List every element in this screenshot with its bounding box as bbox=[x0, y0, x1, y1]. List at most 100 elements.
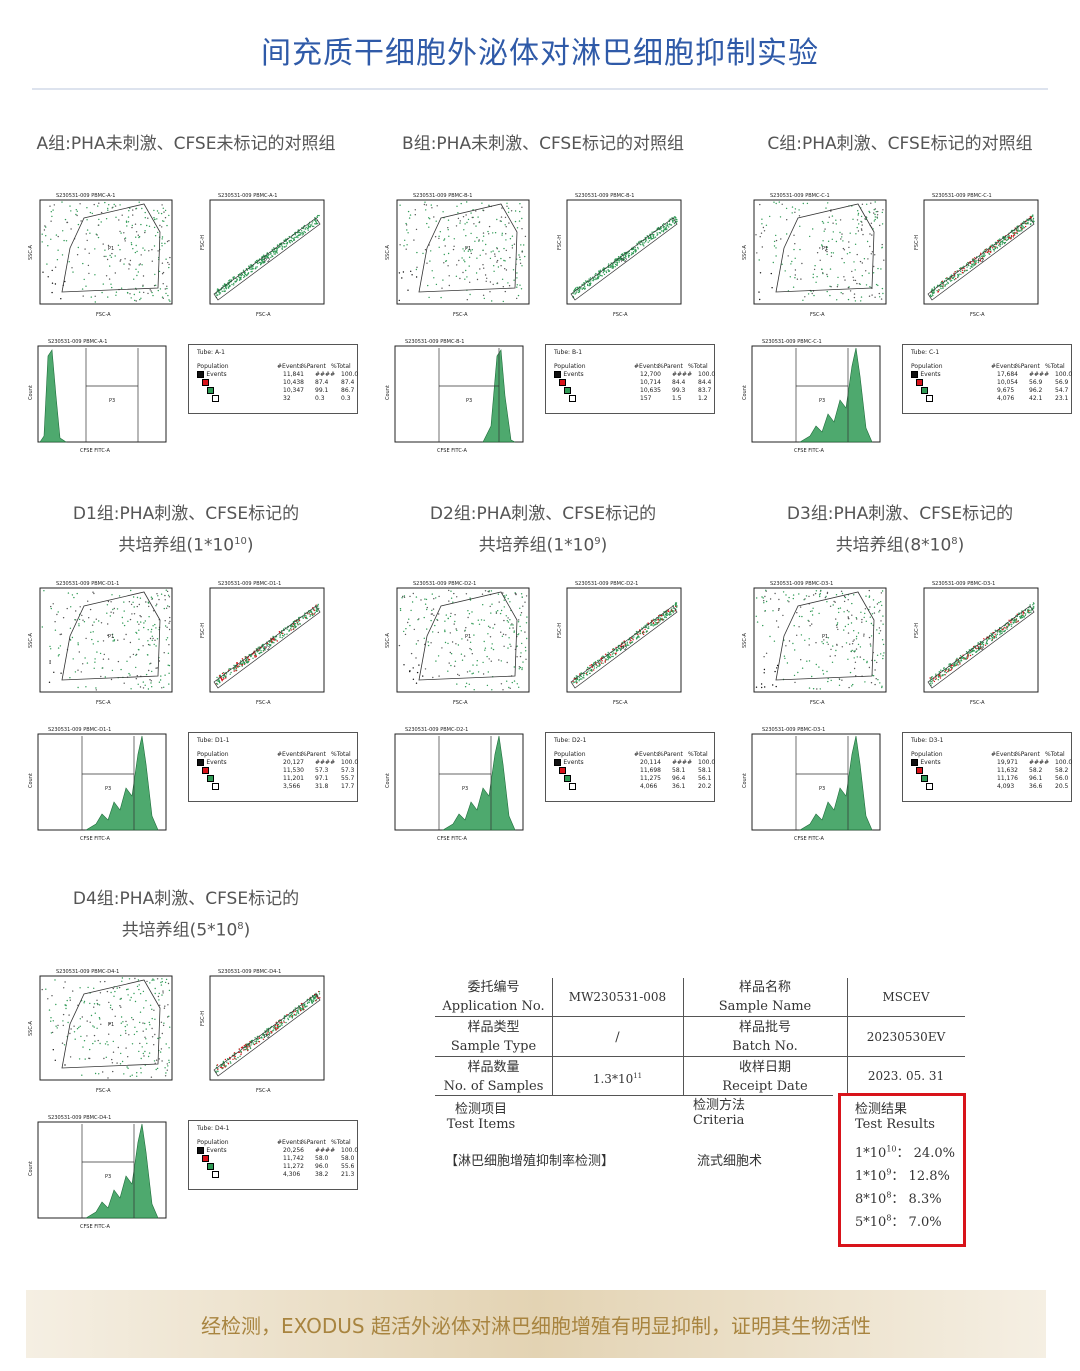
dotplot-title: S230531-009 PBMC-D3-1 bbox=[770, 581, 833, 587]
dotplot-ylabel: SSC-A bbox=[28, 244, 34, 260]
stats-header: %Parent bbox=[658, 751, 683, 758]
dotplot-xlabel: FSC-A bbox=[96, 700, 111, 706]
gate-p3-label: P3 bbox=[105, 1174, 111, 1180]
singlet-xlabel: FSC-A bbox=[970, 700, 985, 706]
dotplot-ssc-fsc: S230531-009 PBMC-C-1 SSC-A FSC-A P1 bbox=[740, 190, 890, 318]
histogram-ylabel: Count bbox=[28, 773, 34, 788]
histogram-ylabel: Count bbox=[742, 385, 748, 400]
stats-header: %Total bbox=[688, 751, 708, 758]
dotplot-xlabel: FSC-A bbox=[96, 312, 111, 318]
stats-header: Population bbox=[197, 363, 229, 370]
histogram-title: S230531-009 PBMC-B-1 bbox=[405, 339, 465, 345]
dotplot-title: S230531-009 PBMC-D1-1 bbox=[56, 581, 119, 587]
histogram-xlabel: CFSE FITC-A bbox=[437, 448, 467, 454]
gate-p3-label: P3 bbox=[109, 398, 115, 404]
stats-row: All Events 20,127 #### 100.0 bbox=[197, 759, 359, 766]
singlet-ylabel: FSC-H bbox=[557, 235, 563, 250]
stats-header: Population bbox=[911, 751, 943, 758]
stats-row: P3320.30.3 bbox=[197, 395, 351, 403]
histogram-title: S230531-009 PBMC-C-1 bbox=[762, 339, 822, 345]
stats-header: Population bbox=[197, 751, 229, 758]
population-stats-table: Tube: D1-1 Population #Events %Parent %Total… bbox=[188, 732, 358, 802]
num-value: 1.3*1011 bbox=[592, 1072, 643, 1086]
criteria-en: Criteria bbox=[693, 1113, 745, 1128]
histogram-cfse: S230531-009 PBMC-D3-1 Count CFSE FITC-A P3 bbox=[740, 724, 885, 842]
stats-row: All Events 20,256 #### 100.0 bbox=[197, 1147, 359, 1154]
tube-label: Tube: C-1 bbox=[911, 349, 940, 356]
stats-header: #Events bbox=[277, 363, 303, 370]
stats-header: %Parent bbox=[301, 751, 326, 758]
singlet-ylabel: FSC-H bbox=[200, 1011, 206, 1026]
dotplot-xlabel: FSC-A bbox=[810, 700, 825, 706]
stats-row: All Events 11,841 #### 100.0 bbox=[197, 371, 359, 378]
dotplot-fsch-fsca: S230531-009 PBMC-D4-1 FSC-H FSC-A P2 bbox=[198, 966, 328, 1094]
dotplot-fsch-fsca: S230531-009 PBMC-A-1 FSC-H FSC-A P2 bbox=[198, 190, 328, 318]
histogram-title: S230531-009 PBMC-D3-1 bbox=[762, 727, 825, 733]
histogram-title: S230531-009 PBMC-D4-1 bbox=[48, 1115, 111, 1121]
dotplot-title: S230531-009 PBMC-B-1 bbox=[413, 193, 473, 199]
dotplot-xlabel: FSC-A bbox=[810, 312, 825, 318]
dotplot-title: S230531-009 PBMC-D2-1 bbox=[413, 581, 476, 587]
singlet-ylabel: FSC-H bbox=[200, 235, 206, 250]
app-no-cn: 委托编号 bbox=[467, 980, 520, 995]
histogram-xlabel: CFSE FITC-A bbox=[80, 836, 110, 842]
dotplot-ssc-fsc: S230531-009 PBMC-D1-1 SSC-A FSC-A P1 bbox=[26, 578, 176, 706]
histogram-xlabel: CFSE FITC-A bbox=[794, 836, 824, 842]
stats-header: #Events bbox=[634, 363, 660, 370]
dotplot-ylabel: SSC-A bbox=[28, 632, 34, 648]
dotplot-ylabel: SSC-A bbox=[385, 244, 391, 260]
criteria-cn: 检测方法 bbox=[693, 1098, 746, 1113]
gate-p3-label: P3 bbox=[819, 786, 825, 792]
gate-p2-label: P2 bbox=[264, 646, 270, 652]
sample-name-en: Sample Name bbox=[718, 999, 812, 1014]
stats-header: %Parent bbox=[1015, 751, 1040, 758]
sample-type-en: Sample Type bbox=[450, 1039, 537, 1054]
dotplot-ssc-fsc: S230531-009 PBMC-D4-1 SSC-A FSC-A P1 bbox=[26, 966, 176, 1094]
dotplot-title: S230531-009 PBMC-D4-1 bbox=[56, 969, 119, 975]
tube-label: Tube: A-1 bbox=[197, 349, 225, 356]
dotplot-fsch-fsca: S230531-009 PBMC-D2-1 FSC-H FSC-A P2 bbox=[555, 578, 685, 706]
histogram-cfse: S230531-009 PBMC-D1-1 Count CFSE FITC-A P3 bbox=[26, 724, 171, 842]
gate-p1-label: P1 bbox=[108, 246, 114, 252]
gate-p3-label: P3 bbox=[819, 398, 825, 404]
singlet-ylabel: FSC-H bbox=[914, 235, 920, 250]
result-line: 1*109： 12.8% bbox=[855, 1167, 950, 1184]
gate-p2-label: P2 bbox=[621, 646, 627, 652]
population-stats-table: Tube: C-1 Population #Events %Parent %Total A… bbox=[902, 344, 1072, 414]
dotplot-ylabel: SSC-A bbox=[742, 244, 748, 260]
singlet-title: S230531-009 PBMC-D2-1 bbox=[575, 581, 638, 587]
stats-header: Population bbox=[197, 1139, 229, 1146]
test-item-value: 【淋巴细胞增殖抑制率检测】 bbox=[445, 1154, 615, 1169]
stats-header: #Events bbox=[277, 1139, 303, 1146]
stats-header: %Total bbox=[1045, 751, 1065, 758]
gate-p1-label: P1 bbox=[822, 246, 828, 252]
population-stats-table: Tube: A-1 Population #Events %Parent %Total A… bbox=[188, 344, 358, 414]
stats-header: %Parent bbox=[1015, 363, 1040, 370]
singlet-title: S230531-009 PBMC-B-1 bbox=[575, 193, 635, 199]
group-label: D4组:PHA刺激、CFSE标记的 共培养组(5*108) bbox=[72, 889, 300, 941]
gate-p3-label: P3 bbox=[462, 786, 468, 792]
num-en: No. of Samples bbox=[443, 1079, 544, 1094]
histogram-xlabel: CFSE FITC-A bbox=[437, 836, 467, 842]
singlet-title: S230531-009 PBMC-A-1 bbox=[218, 193, 277, 199]
stats-row: All Events 12,700 #### 100.0 bbox=[554, 371, 716, 378]
singlet-xlabel: FSC-A bbox=[256, 312, 271, 318]
stats-header: %Parent bbox=[301, 363, 326, 370]
stats-row: All Events 17,684 #### 100.0 bbox=[911, 371, 1073, 378]
singlet-title: S230531-009 PBMC-D3-1 bbox=[932, 581, 995, 587]
conclusion-text: 经检测，EXODUS 超活外泌体对淋巴细胞增殖有明显抑制，证明其生物活性 bbox=[201, 1314, 871, 1338]
batch-cn: 样品批号 bbox=[738, 1020, 791, 1035]
dotplot-ssc-fsc: S230531-009 PBMC-A-1 SSC-A FSC-A P1 bbox=[26, 190, 176, 318]
stats-header: #Events bbox=[991, 363, 1017, 370]
histogram-ylabel: Count bbox=[385, 385, 391, 400]
singlet-title: S230531-009 PBMC-D1-1 bbox=[218, 581, 281, 587]
